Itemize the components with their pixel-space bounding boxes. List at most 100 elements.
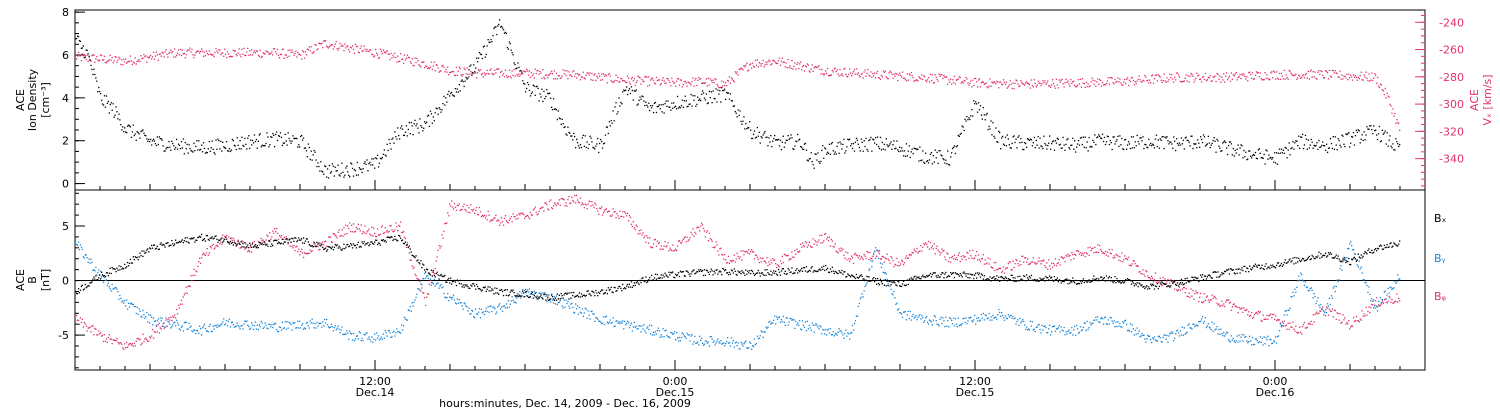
vx-point (908, 73, 910, 75)
bz-point (1273, 313, 1275, 316)
bz-point (391, 229, 393, 231)
vx-point (1346, 73, 1348, 75)
vx-point (255, 50, 258, 52)
by-point (135, 312, 137, 315)
density-point (338, 174, 340, 176)
by-point (658, 330, 660, 332)
density-point (978, 109, 981, 111)
density-point (826, 151, 829, 153)
density-point (251, 139, 254, 142)
vx-point (704, 82, 707, 84)
by-point (656, 329, 658, 332)
by-point (553, 296, 556, 298)
density-point (319, 170, 321, 172)
density-point (1234, 149, 1236, 152)
bz-point (1181, 288, 1183, 290)
bz-point (1275, 315, 1277, 317)
by-point (682, 333, 684, 335)
by-point (451, 298, 453, 300)
vx-point (874, 72, 876, 74)
density-point (1278, 148, 1281, 150)
vx-point (331, 44, 333, 46)
by-point (449, 296, 451, 298)
by-point (453, 299, 456, 301)
density-point (1028, 139, 1031, 142)
vx-point (1048, 85, 1050, 87)
density-point (299, 146, 301, 148)
bz-point (984, 259, 986, 261)
vx-point (954, 83, 957, 85)
density-point (947, 150, 949, 152)
vx-point (436, 64, 438, 66)
density-point (1181, 143, 1183, 145)
bz-point (1072, 254, 1074, 256)
vx-point (1237, 76, 1239, 79)
vx-point (1065, 78, 1067, 80)
density-point (212, 148, 214, 150)
density-point (370, 164, 372, 166)
density-point (150, 138, 152, 141)
density-point (1100, 137, 1102, 139)
vx-point (605, 75, 608, 77)
density-point (1185, 136, 1187, 138)
bz-point (1357, 320, 1359, 322)
density-point (1030, 139, 1033, 141)
by-point (569, 307, 571, 309)
vx-point (829, 74, 832, 76)
by-point (292, 322, 294, 324)
density-point (702, 92, 705, 94)
by-point (329, 326, 332, 328)
vx-point (1004, 83, 1007, 85)
density-point (780, 149, 783, 151)
density-point (480, 53, 483, 56)
bz-point (1390, 301, 1392, 303)
vx-point (1045, 83, 1047, 85)
bz-point (962, 255, 964, 257)
vx-point (684, 80, 686, 83)
vx-point (603, 75, 606, 77)
bz-point (150, 337, 152, 339)
bz-point (730, 261, 733, 263)
vx-point (1310, 69, 1312, 71)
density-point (174, 148, 176, 150)
density-point (1384, 130, 1386, 132)
vx-point (846, 75, 848, 78)
vx-point (1106, 80, 1108, 82)
bz-point (1037, 260, 1039, 262)
bz-point (98, 330, 100, 332)
density-point (191, 150, 193, 152)
vx-point (568, 71, 570, 73)
bz-point (1335, 318, 1337, 320)
density-point (944, 162, 946, 164)
density-point (322, 171, 324, 173)
density-point (332, 165, 334, 167)
density-point (101, 103, 104, 105)
density-point (556, 118, 558, 121)
bz-point (1087, 247, 1089, 249)
vx-point (796, 63, 798, 65)
bz-point (832, 245, 834, 248)
vx-point (1181, 81, 1183, 83)
bz-point (283, 236, 285, 238)
vx-point (745, 64, 747, 66)
bz-point (1030, 261, 1033, 263)
bz-point (499, 224, 501, 226)
bz-point (660, 245, 662, 247)
vx-point (647, 85, 649, 87)
density-point (293, 137, 295, 140)
vx-point (797, 62, 799, 64)
vx-point (1386, 92, 1388, 95)
vx-point (983, 83, 985, 85)
by-point (590, 310, 592, 313)
density-point (1264, 163, 1266, 165)
by-point (596, 317, 598, 319)
vx-point (290, 51, 292, 54)
vx-point (758, 62, 760, 64)
vx-point (1220, 81, 1222, 83)
bz-point (652, 243, 655, 245)
by-point (119, 294, 121, 297)
density-point (252, 142, 255, 144)
density-point (883, 143, 885, 145)
density-point (1383, 132, 1385, 134)
by-point (445, 296, 447, 299)
